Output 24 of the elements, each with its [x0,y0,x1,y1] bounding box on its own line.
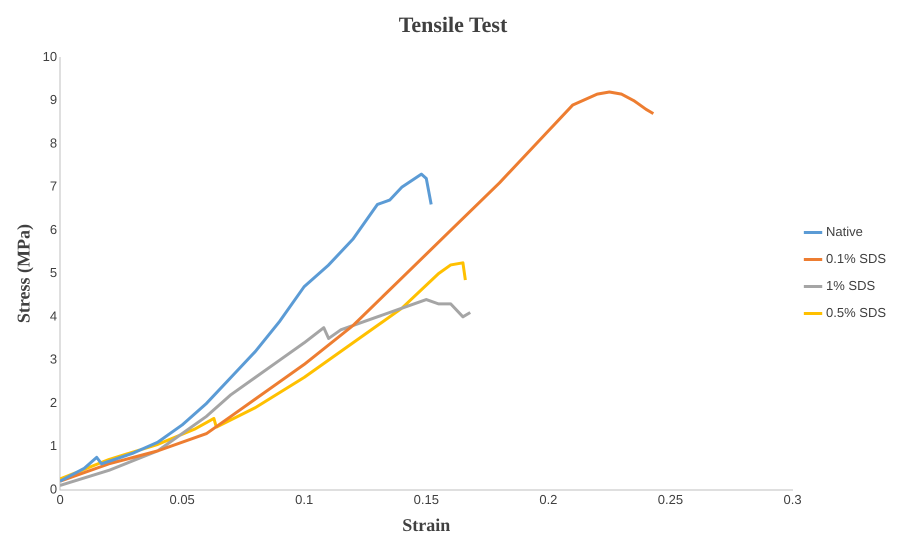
x-tick-label: 0.25 [658,492,684,508]
y-tick-label: 10 [42,48,58,64]
x-tick-label: 0.3 [783,492,802,508]
y-tick-label: 0 [50,481,58,496]
x-tick-label: 0.2 [539,492,558,508]
legend-label: 0.5% SDS [826,305,886,320]
y-tick-label: 9 [50,92,58,108]
y-tick-label: 8 [50,135,58,150]
y-tick-label: 3 [50,352,58,367]
chart-title: Tensile Test [398,12,508,37]
x-tick-label: 0.1 [295,492,314,508]
y-tick-label: 2 [50,394,58,410]
legend-label: Native [826,224,863,240]
y-tick-label: 1 [50,438,58,454]
y-axis-title: Stress (MPa) [13,224,34,324]
y-tick-label: 4 [50,308,58,324]
y-tick-label: 6 [50,222,58,237]
legend-label: 1% SDS [826,278,876,294]
x-tick-label: 0.05 [169,492,195,508]
legend-label: 0.1% SDS [826,251,886,266]
x-axis-title: Strain [402,514,450,535]
y-tick-label: 5 [50,265,58,280]
y-tick-label: 7 [50,178,58,194]
x-tick-label: 0.15 [414,492,439,508]
